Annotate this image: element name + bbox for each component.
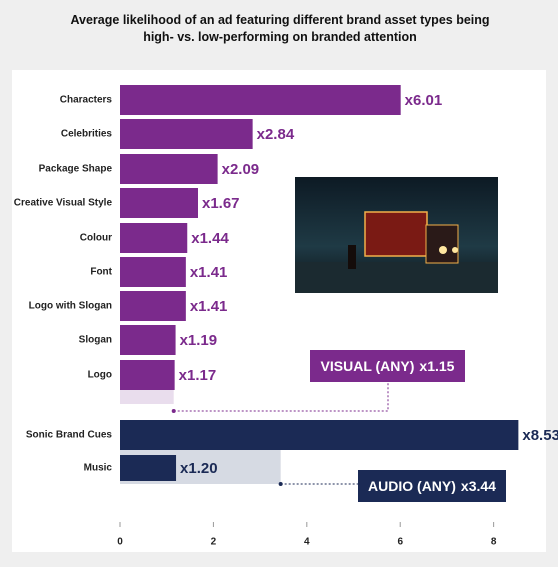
category-label: Colour <box>80 233 112 244</box>
bar <box>120 119 253 149</box>
category-label: Characters <box>60 95 113 106</box>
x-tick-label: 8 <box>491 537 497 548</box>
bar <box>120 325 176 355</box>
bar <box>120 257 186 287</box>
ad-image <box>295 177 498 293</box>
value-label: x8.53 <box>522 427 558 444</box>
x-tick-label: 4 <box>304 537 310 548</box>
value-label: x1.67 <box>202 195 240 212</box>
category-label: Slogan <box>79 335 112 346</box>
bar <box>120 360 175 390</box>
aggregate-value: x1.15 <box>419 358 454 374</box>
page: Average likelihood of an ad featuring di… <box>0 0 558 567</box>
value-label: x1.41 <box>190 264 228 281</box>
connector-dot <box>172 409 176 413</box>
value-label: x2.84 <box>257 126 295 143</box>
aggregate-name: VISUAL (ANY) <box>321 358 415 374</box>
bar <box>120 154 218 184</box>
category-label: Celebrities <box>61 129 113 140</box>
category-label: Logo <box>88 370 112 381</box>
bar <box>120 455 176 481</box>
image-figure <box>348 245 356 269</box>
bar <box>120 223 187 253</box>
value-label: x6.01 <box>405 92 443 109</box>
category-label: Sonic Brand Cues <box>26 430 113 441</box>
value-label: x1.44 <box>191 230 229 247</box>
aggregate-label: AUDIO (ANY) x3.44 <box>368 478 496 494</box>
aggregate-name: AUDIO (ANY) <box>368 478 456 494</box>
value-label: x1.17 <box>179 367 217 384</box>
bar <box>120 420 518 450</box>
aggregate-value: x3.44 <box>461 478 496 494</box>
x-tick-label: 6 <box>397 537 403 548</box>
value-label: x1.20 <box>180 460 218 477</box>
aggregate-label: VISUAL (ANY)x1.15 <box>321 358 455 374</box>
value-label: x2.09 <box>222 161 260 178</box>
image-light <box>439 246 447 254</box>
category-label: Logo with Slogan <box>29 301 112 312</box>
image-cab <box>426 225 458 263</box>
bar <box>120 291 186 321</box>
image-truck <box>365 212 427 256</box>
aggregate-bar <box>120 390 174 404</box>
value-label: x1.19 <box>180 332 218 349</box>
category-label: Font <box>90 267 112 278</box>
image-light <box>452 247 458 253</box>
category-label: Creative Visual Style <box>14 198 113 209</box>
x-tick-label: 2 <box>211 537 217 548</box>
chart: 0 2 4 6 8 Characters x6.01 Celebrities x2.84 Pack… <box>0 0 558 567</box>
image-ground <box>295 262 498 293</box>
category-label: Music <box>84 463 113 474</box>
value-label: x1.41 <box>190 298 228 315</box>
connector-dot <box>279 482 283 486</box>
bar <box>120 188 198 218</box>
bar <box>120 85 401 115</box>
x-tick-label: 0 <box>117 537 123 548</box>
category-label: Package Shape <box>39 164 113 175</box>
